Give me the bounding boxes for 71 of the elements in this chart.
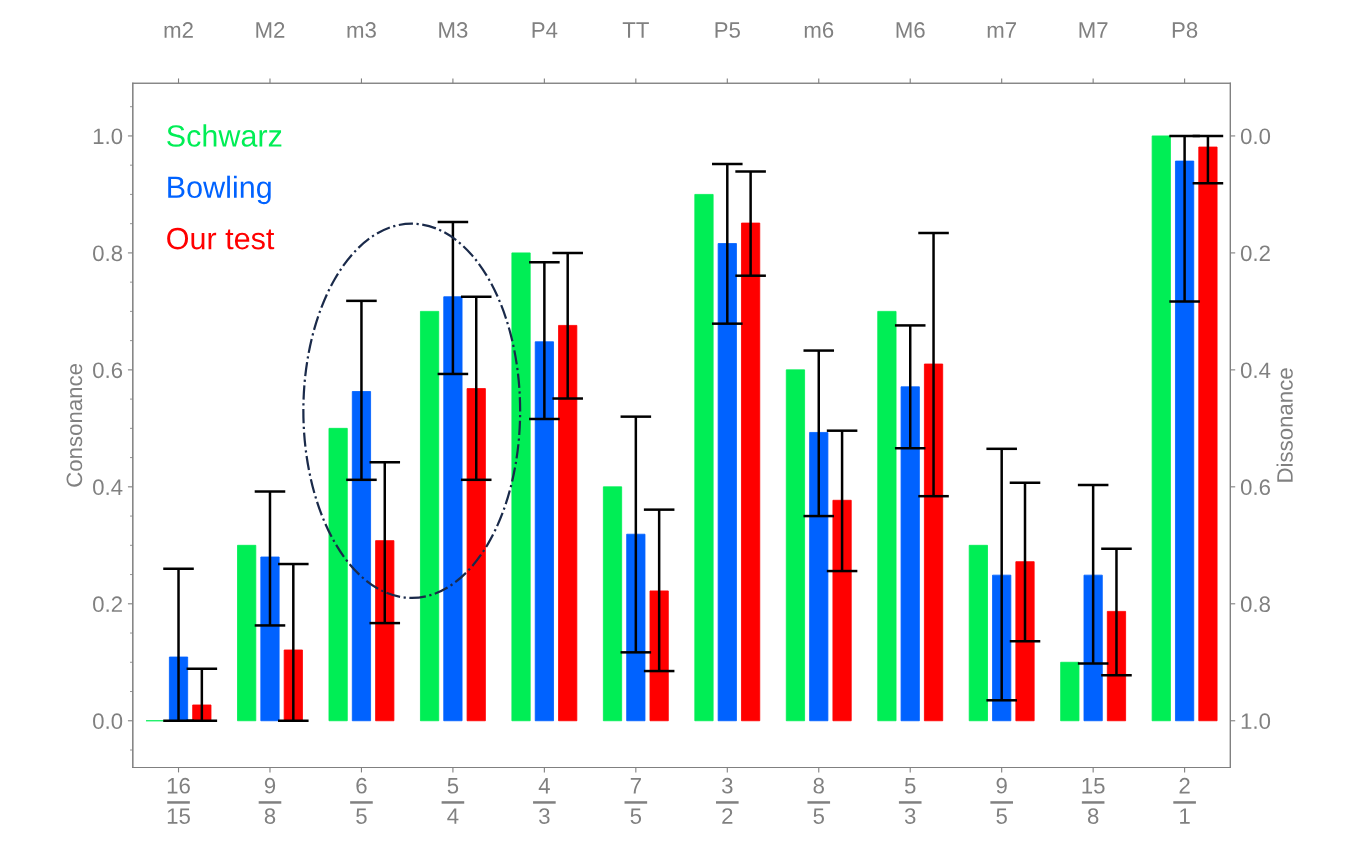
bar bbox=[328, 427, 348, 722]
y2-tick-label: 0.2 bbox=[1240, 245, 1270, 262]
text: TT bbox=[622, 22, 649, 38]
bar bbox=[832, 499, 852, 722]
text: M3 bbox=[439, 22, 468, 38]
y-tick-label: 0.8 bbox=[93, 245, 123, 262]
bar bbox=[1175, 160, 1195, 722]
y-tick-label: 1.0 bbox=[93, 128, 123, 145]
bar bbox=[626, 533, 646, 722]
text: P4 bbox=[532, 22, 558, 38]
bar bbox=[511, 252, 531, 722]
bar bbox=[1060, 661, 1080, 722]
bar bbox=[923, 363, 944, 722]
x-tick-label: 16 15 bbox=[167, 777, 190, 824]
text: m3 bbox=[347, 22, 376, 38]
bar bbox=[694, 194, 714, 722]
x-tick-label: 8 5 bbox=[813, 777, 825, 824]
text: P5 bbox=[715, 22, 740, 38]
y2-tick-label: 0.0 bbox=[1240, 128, 1271, 145]
x-tick-label: 7 5 bbox=[630, 778, 642, 824]
bar bbox=[1083, 574, 1103, 722]
text: m7 bbox=[987, 22, 1016, 38]
text: Our test bbox=[167, 227, 275, 250]
text: m2 bbox=[164, 22, 193, 38]
text: M7 bbox=[1079, 22, 1108, 38]
y2-tick-label: 0.6 bbox=[1240, 479, 1270, 496]
bar bbox=[602, 486, 623, 722]
y2-tick-label: 0.4 bbox=[1240, 362, 1271, 379]
bar bbox=[351, 391, 372, 722]
x-tick-label: 15 8 bbox=[1082, 778, 1105, 824]
bar bbox=[785, 369, 805, 722]
x-tick-label: 9 5 bbox=[996, 777, 1007, 824]
bar bbox=[534, 341, 554, 722]
text: Bowling bbox=[168, 175, 271, 205]
bar bbox=[237, 544, 257, 722]
x-tick-label: 4 3 bbox=[538, 778, 550, 824]
y-tick-label: 0.4 bbox=[93, 479, 123, 496]
y2-axis-title: Dissonance bbox=[1276, 368, 1293, 482]
bar bbox=[809, 432, 829, 722]
y2-tick-label: 0.8 bbox=[1240, 596, 1270, 613]
text: Schwarz bbox=[167, 124, 282, 147]
x-tick-label: 5 4 bbox=[447, 778, 459, 824]
x-tick-label: 6 5 bbox=[356, 777, 367, 824]
text: m6 bbox=[804, 22, 834, 38]
bar bbox=[1198, 146, 1218, 722]
text: M2 bbox=[256, 22, 285, 38]
bar bbox=[900, 386, 920, 722]
y-tick-label: 0.2 bbox=[93, 596, 122, 613]
text: P8 bbox=[1172, 22, 1198, 38]
bar bbox=[466, 388, 486, 722]
bar bbox=[741, 222, 761, 722]
x-tick-label: 3 2 bbox=[721, 777, 733, 824]
text: M6 bbox=[896, 22, 925, 38]
bar bbox=[1151, 135, 1171, 722]
y-tick-label: 0.0 bbox=[93, 713, 123, 730]
bar bbox=[968, 544, 988, 722]
x-tick-label: 2 1 bbox=[1179, 777, 1190, 824]
y2-tick-label: 1.0 bbox=[1241, 713, 1271, 730]
y-tick-label: 0.6 bbox=[93, 362, 123, 379]
bar bbox=[558, 325, 578, 722]
bar bbox=[443, 296, 463, 722]
bar bbox=[877, 310, 897, 722]
bar bbox=[260, 556, 280, 722]
bar bbox=[649, 590, 669, 722]
bar bbox=[375, 540, 395, 722]
x-tick-label: 5 3 bbox=[904, 778, 916, 824]
x-tick-label: 9 8 bbox=[264, 777, 276, 824]
y-axis-title: Consonance bbox=[66, 364, 83, 487]
bar bbox=[717, 243, 737, 722]
bar bbox=[1015, 561, 1035, 722]
bar bbox=[420, 310, 440, 722]
